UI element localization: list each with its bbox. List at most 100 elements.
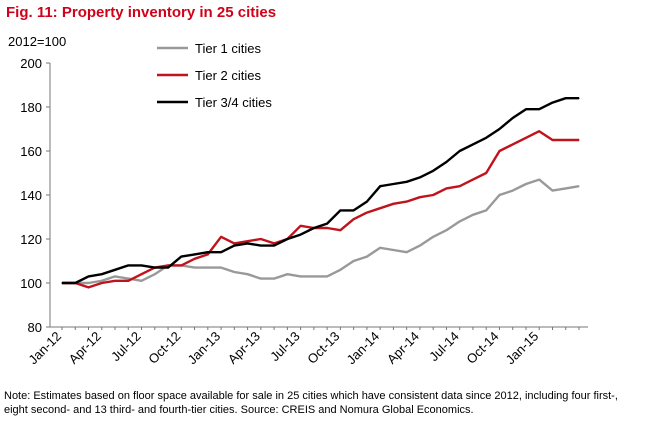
data-point (114, 280, 116, 282)
data-point (525, 108, 527, 110)
data-point (353, 218, 355, 220)
data-point (498, 194, 501, 196)
y-axis-unit-label: 2012=100 (8, 34, 66, 49)
data-point (207, 253, 209, 255)
data-point (419, 176, 421, 178)
y-tick-label: 180 (20, 100, 42, 115)
x-tick-label: Apr-14 (384, 329, 422, 367)
x-tick-label: Oct-14 (463, 329, 501, 367)
figure-footnote: Note: Estimates based on floor space ava… (4, 390, 618, 416)
data-point (273, 278, 275, 280)
data-point (445, 161, 447, 163)
data-point (233, 245, 235, 247)
data-point (406, 181, 408, 183)
x-tick-label: Oct-13 (304, 329, 342, 367)
data-point (538, 130, 540, 132)
data-point (207, 251, 209, 253)
y-tick-label: 140 (20, 188, 42, 203)
x-tick-label: Jul-12 (108, 329, 144, 365)
data-point (551, 190, 554, 192)
data-point (485, 172, 487, 174)
data-point (512, 190, 514, 192)
data-point (498, 128, 501, 130)
data-point (300, 275, 302, 277)
data-point (366, 201, 368, 203)
data-point (392, 203, 394, 205)
y-tick-label: 80 (28, 320, 42, 335)
data-point (565, 187, 567, 189)
data-point (459, 150, 461, 152)
data-point (300, 234, 302, 236)
data-point (538, 179, 540, 181)
data-point (286, 238, 288, 240)
data-point (512, 117, 514, 119)
data-point (432, 194, 434, 196)
data-point (233, 271, 235, 273)
data-point (432, 236, 434, 238)
data-point (273, 242, 275, 244)
data-point (565, 139, 567, 141)
chart-legend: Tier 1 cities Tier 2 cities Tier 3/4 citie… (157, 41, 272, 110)
data-point (353, 260, 355, 262)
data-point (114, 269, 116, 271)
x-tick-label: Apr-12 (66, 329, 104, 367)
data-point (194, 267, 196, 269)
data-point (392, 183, 394, 185)
data-point (247, 242, 249, 244)
series-line-1 (62, 178, 580, 285)
data-point (406, 201, 408, 203)
x-tick-label: Jan-13 (184, 329, 223, 368)
data-point (154, 267, 156, 269)
data-point (61, 282, 63, 284)
x-tick-label: Jul-14 (426, 329, 462, 365)
chart-series (61, 96, 580, 289)
data-point (525, 137, 527, 139)
data-point (127, 278, 129, 280)
data-point (565, 97, 567, 99)
data-point (392, 249, 394, 251)
data-point (233, 242, 235, 244)
data-point (432, 170, 434, 172)
x-tick-label: Apr-13 (225, 329, 263, 367)
data-point (247, 273, 249, 275)
data-point (498, 150, 501, 152)
data-point (207, 267, 209, 269)
figure-title: Fig. 11: Property inventory in 25 cities (6, 4, 277, 21)
data-point (140, 264, 143, 266)
data-point (419, 196, 421, 198)
data-point (472, 179, 474, 181)
data-point (313, 227, 315, 229)
data-point (485, 209, 487, 211)
data-point (154, 273, 156, 275)
data-point (366, 212, 368, 214)
data-point (379, 185, 381, 187)
data-point (220, 236, 222, 238)
data-point (551, 139, 554, 141)
y-tick-label: 100 (20, 276, 42, 291)
data-point (578, 185, 580, 187)
data-point (339, 209, 341, 211)
data-point (167, 264, 169, 266)
data-point (578, 139, 580, 141)
data-point (260, 238, 262, 240)
data-point (260, 245, 262, 247)
series-1 (61, 178, 580, 285)
data-point (538, 108, 540, 110)
data-point (445, 229, 447, 231)
legend-label-2: Tier 2 cities (195, 68, 261, 83)
legend-label-3: Tier 3/4 cities (195, 95, 272, 110)
data-point (353, 209, 355, 211)
series-line-3 (62, 96, 579, 285)
data-point (472, 143, 474, 145)
data-point (74, 282, 76, 284)
data-point (326, 223, 328, 225)
data-point (273, 245, 275, 247)
data-point (366, 256, 368, 258)
data-point (87, 286, 90, 288)
data-point (114, 275, 116, 277)
data-point (140, 280, 143, 282)
data-point (326, 275, 328, 277)
data-point (459, 185, 461, 187)
data-point (472, 214, 474, 216)
